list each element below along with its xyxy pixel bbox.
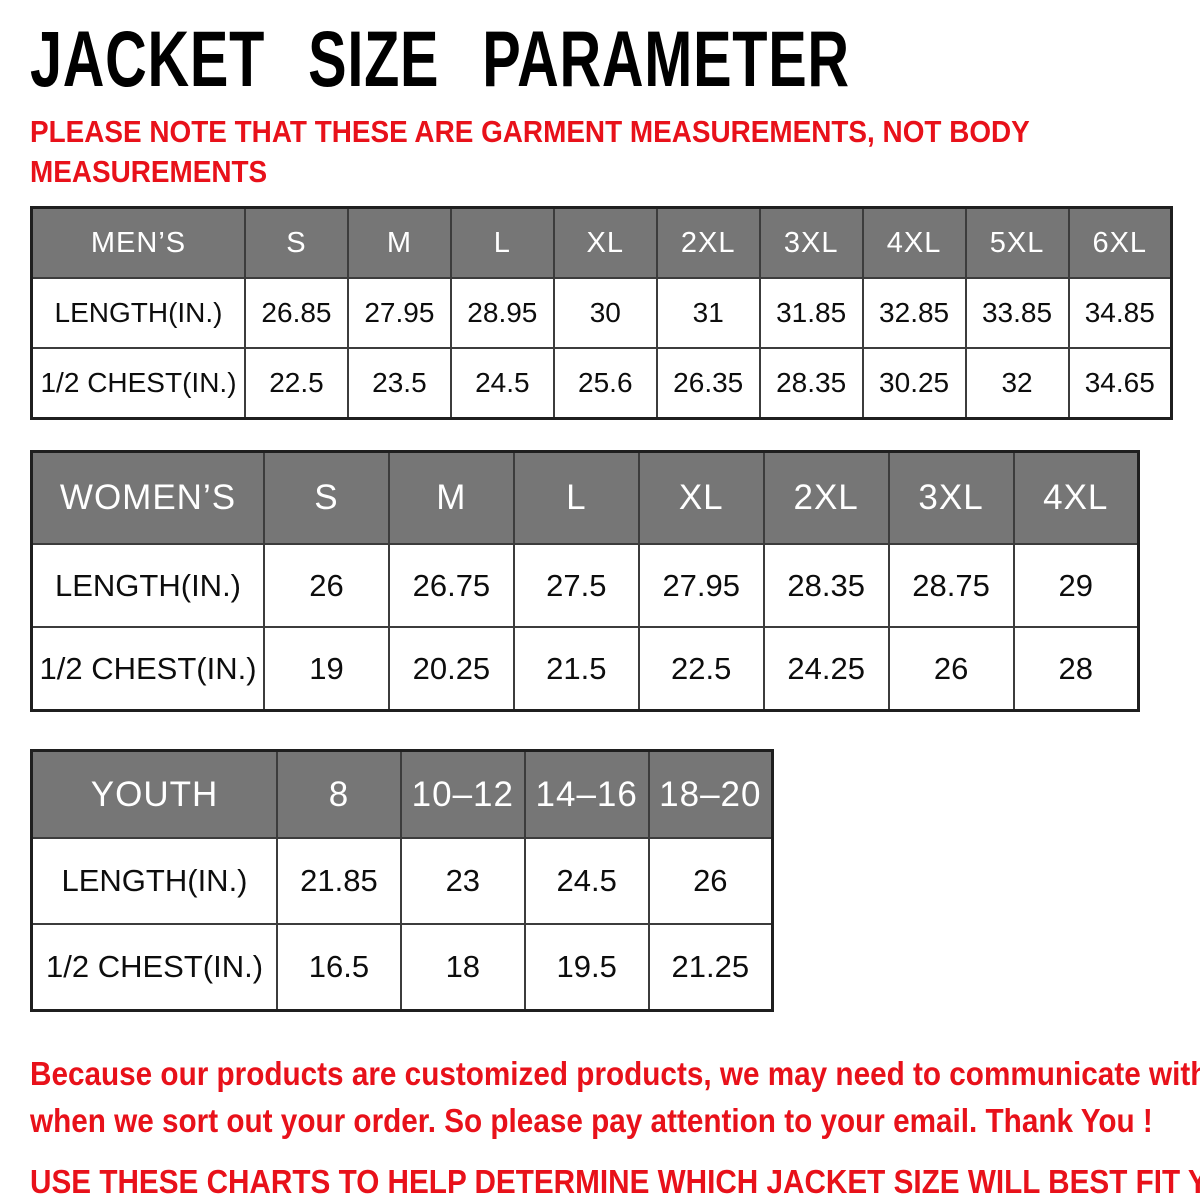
- mens-value-r1-c8: 34.65: [1067, 347, 1173, 420]
- womens-size-header-4: 2XL: [762, 450, 890, 546]
- customization-notice-line-1: Because our products are customized prod…: [30, 1055, 1200, 1093]
- womens-size-header-3: XL: [637, 450, 765, 546]
- womens-value-r0-c5: 28.75: [887, 543, 1015, 629]
- youth-value-r1-c1: 18: [399, 923, 526, 1012]
- womens-group-label: WOMEN’S: [30, 450, 265, 546]
- mens-value-r0-c0: 26.85: [244, 277, 349, 350]
- mens-value-r1-c1: 23.5: [346, 347, 452, 420]
- mens-group-label: MEN’S: [30, 206, 246, 280]
- mens-row-label-0: LENGTH(IN.): [30, 277, 246, 350]
- womens-value-r1-c6: 28: [1012, 626, 1140, 712]
- youth-value-r0-c2: 24.5: [523, 837, 650, 926]
- womens-size-table-section: WOMEN’S S M L XL 2XL 3XL 4XL LENGTH(IN.) 26 26.75 2…: [30, 450, 1200, 713]
- womens-value-r0-c1: 26.75: [387, 543, 515, 629]
- youth-data-row-0: LENGTH(IN.) 21.85 23 24.5 26: [30, 837, 774, 926]
- mens-size-header-7: 5XL: [964, 206, 1070, 280]
- youth-row-label-0: LENGTH(IN.): [30, 837, 278, 926]
- mens-size-table: MEN’S S M L XL 2XL 3XL 4XL 5XL 6XL LENGTH(IN.) 26.8…: [30, 206, 1173, 421]
- page-title: JACKET SIZE PARAMETER: [30, 14, 1200, 103]
- youth-row-label-1: 1/2 CHEST(IN.): [30, 923, 278, 1012]
- mens-size-header-1: M: [346, 206, 452, 280]
- customization-notice-line-2: when we sort out your order. So please p…: [30, 1102, 1153, 1140]
- youth-size-header-3: 18–20: [647, 749, 774, 840]
- mens-size-table-section: MEN’S S M L XL 2XL 3XL 4XL 5XL 6XL LENGTH(IN.) 26.8…: [30, 206, 1200, 421]
- page-title-text: JACKET SIZE PARAMETER: [30, 14, 850, 103]
- womens-value-r0-c4: 28.35: [762, 543, 890, 629]
- mens-value-r0-c6: 32.85: [861, 277, 967, 350]
- womens-data-row-1: 1/2 CHEST(IN.) 19 20.25 21.5 22.5 24.25 26 28: [30, 626, 1140, 712]
- womens-value-r0-c3: 27.95: [637, 543, 765, 629]
- mens-size-header-5: 3XL: [758, 206, 864, 280]
- mens-size-header-2: L: [449, 206, 555, 280]
- youth-value-r0-c3: 26: [647, 837, 774, 926]
- womens-data-row-0: LENGTH(IN.) 26 26.75 27.5 27.95 28.35 28.75 29: [30, 543, 1140, 629]
- womens-value-r1-c5: 26: [887, 626, 1015, 712]
- womens-value-r1-c2: 21.5: [512, 626, 640, 712]
- youth-value-r0-c0: 21.85: [276, 837, 402, 926]
- womens-value-r1-c0: 19: [263, 626, 390, 712]
- mens-size-header-3: XL: [552, 206, 658, 280]
- womens-size-header-5: 3XL: [887, 450, 1015, 546]
- mens-size-header-8: 6XL: [1067, 206, 1173, 280]
- mens-data-row-0: LENGTH(IN.) 26.85 27.95 28.95 30 31 31.85 32.85…: [30, 277, 1173, 350]
- womens-row-label-1: 1/2 CHEST(IN.): [30, 626, 265, 712]
- youth-group-label: YOUTH: [30, 749, 278, 840]
- mens-value-r1-c7: 32: [964, 347, 1070, 420]
- mens-size-header-4: 2XL: [655, 206, 761, 280]
- womens-size-table: WOMEN’S S M L XL 2XL 3XL 4XL LENGTH(IN.) 26 26.75 2…: [30, 450, 1140, 713]
- chart-usage-note: USE THESE CHARTS TO HELP DETERMINE WHICH…: [30, 1163, 1200, 1200]
- youth-value-r1-c3: 21.25: [647, 923, 774, 1012]
- mens-value-r0-c8: 34.85: [1067, 277, 1173, 350]
- mens-data-row-1: 1/2 CHEST(IN.) 22.5 23.5 24.5 25.6 26.35 28.35…: [30, 347, 1173, 420]
- youth-size-header-1: 10–12: [399, 749, 526, 840]
- mens-size-header-0: S: [244, 206, 349, 280]
- youth-size-header-2: 14–16: [523, 749, 650, 840]
- customization-notice: Because our products are customized prod…: [30, 1050, 1200, 1144]
- womens-value-r0-c6: 29: [1012, 543, 1140, 629]
- youth-size-header-0: 8: [276, 749, 402, 840]
- mens-value-r0-c5: 31.85: [758, 277, 864, 350]
- mens-value-r1-c5: 28.35: [758, 347, 864, 420]
- womens-size-header-0: S: [263, 450, 390, 546]
- youth-header-row: YOUTH 8 10–12 14–16 18–20: [30, 749, 774, 840]
- mens-header-row: MEN’S S M L XL 2XL 3XL 4XL 5XL 6XL: [30, 206, 1173, 280]
- youth-value-r1-c0: 16.5: [276, 923, 402, 1012]
- youth-size-table: YOUTH 8 10–12 14–16 18–20 LENGTH(IN.) 21.85 23 2…: [30, 749, 774, 1013]
- womens-value-r0-c2: 27.5: [512, 543, 640, 629]
- mens-size-header-6: 4XL: [861, 206, 967, 280]
- mens-value-r0-c3: 30: [552, 277, 658, 350]
- youth-size-table-section: YOUTH 8 10–12 14–16 18–20 LENGTH(IN.) 21.85 23 2…: [30, 749, 1200, 1013]
- womens-value-r1-c3: 22.5: [637, 626, 765, 712]
- womens-value-r1-c4: 24.25: [762, 626, 890, 712]
- womens-size-header-6: 4XL: [1012, 450, 1140, 546]
- note-line-2: MEASUREMENTS: [30, 154, 268, 190]
- youth-value-r0-c1: 23: [399, 837, 526, 926]
- youth-data-row-1: 1/2 CHEST(IN.) 16.5 18 19.5 21.25: [30, 923, 774, 1012]
- mens-value-r1-c3: 25.6: [552, 347, 658, 420]
- womens-header-row: WOMEN’S S M L XL 2XL 3XL 4XL: [30, 450, 1140, 546]
- womens-size-header-2: L: [512, 450, 640, 546]
- mens-value-r0-c7: 33.85: [964, 277, 1070, 350]
- mens-row-label-1: 1/2 CHEST(IN.): [30, 347, 246, 420]
- youth-value-r1-c2: 19.5: [523, 923, 650, 1012]
- mens-value-r1-c2: 24.5: [449, 347, 555, 420]
- mens-value-r1-c6: 30.25: [861, 347, 967, 420]
- mens-value-r1-c0: 22.5: [244, 347, 349, 420]
- mens-value-r1-c4: 26.35: [655, 347, 761, 420]
- womens-row-label-0: LENGTH(IN.): [30, 543, 265, 629]
- womens-size-header-1: M: [387, 450, 515, 546]
- mens-value-r0-c2: 28.95: [449, 277, 555, 350]
- womens-value-r1-c1: 20.25: [387, 626, 515, 712]
- garment-measurement-note: PLEASE NOTE THAT THESE ARE GARMENT MEASU…: [30, 112, 1200, 192]
- mens-value-r0-c1: 27.95: [346, 277, 452, 350]
- note-line-1: PLEASE NOTE THAT THESE ARE GARMENT MEASU…: [30, 114, 1030, 150]
- mens-value-r0-c4: 31: [655, 277, 761, 350]
- womens-value-r0-c0: 26: [263, 543, 390, 629]
